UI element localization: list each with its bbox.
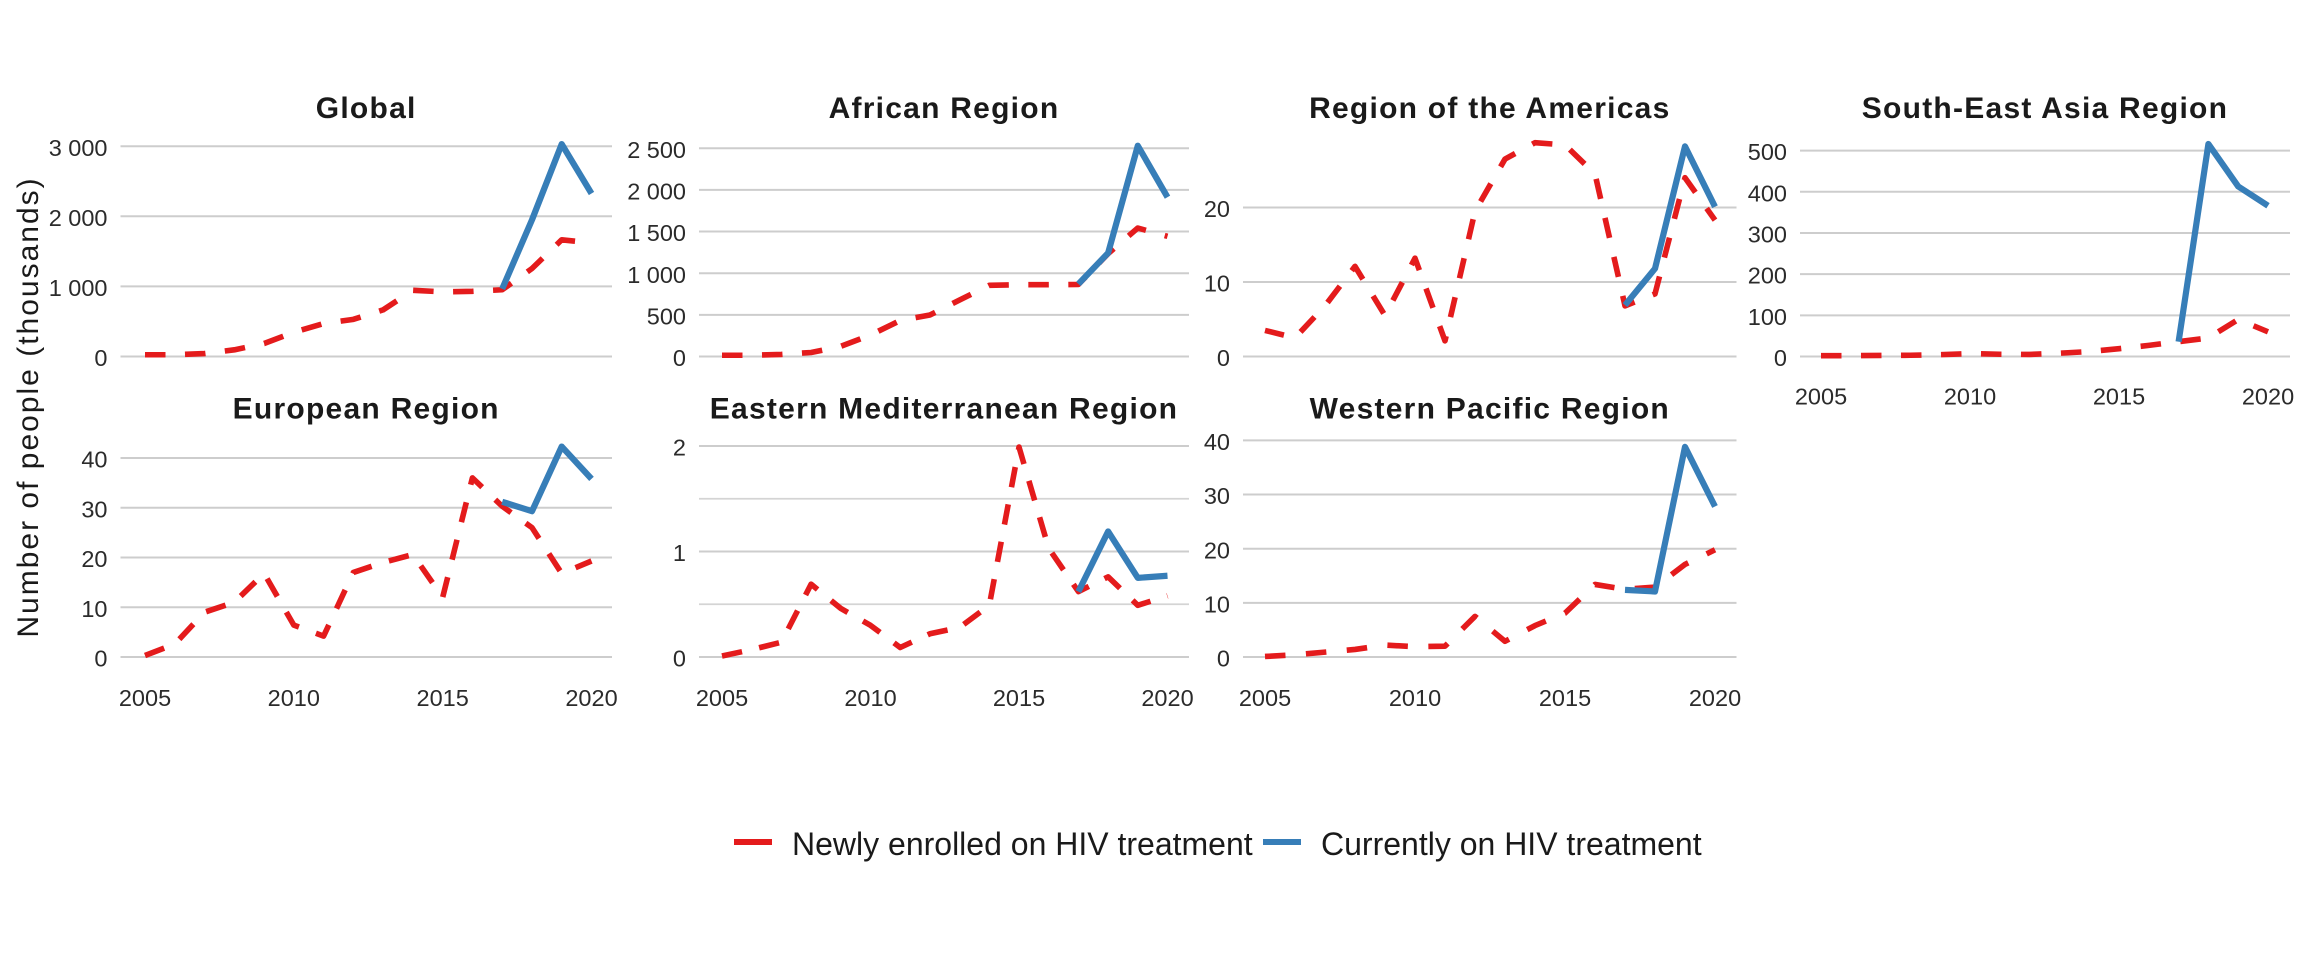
svg-text:African Region: African Region — [829, 92, 1060, 125]
svg-text:2 000: 2 000 — [49, 205, 108, 231]
svg-text:Region of the Americas: Region of the Americas — [1309, 92, 1670, 125]
svg-text:2015: 2015 — [993, 685, 1045, 711]
svg-text:0: 0 — [94, 646, 107, 672]
svg-text:2: 2 — [673, 435, 686, 461]
svg-text:2020: 2020 — [1141, 685, 1193, 711]
svg-text:40: 40 — [81, 447, 107, 473]
svg-text:2010: 2010 — [268, 685, 320, 711]
svg-text:20: 20 — [1204, 537, 1230, 563]
svg-text:500: 500 — [647, 303, 686, 329]
svg-text:100: 100 — [1748, 304, 1787, 330]
svg-text:0: 0 — [673, 646, 686, 672]
svg-text:10: 10 — [1204, 591, 1230, 617]
svg-text:30: 30 — [81, 496, 107, 522]
svg-text:Western Pacific Region: Western Pacific Region — [1310, 393, 1670, 426]
svg-text:40: 40 — [1204, 429, 1230, 455]
svg-text:2015: 2015 — [2093, 384, 2145, 410]
svg-text:0: 0 — [1774, 345, 1787, 371]
svg-text:0: 0 — [673, 345, 686, 371]
svg-text:2020: 2020 — [565, 685, 617, 711]
svg-text:2 500: 2 500 — [627, 137, 686, 163]
svg-text:2 000: 2 000 — [627, 179, 686, 205]
svg-text:20: 20 — [1204, 196, 1230, 222]
svg-text:1 000: 1 000 — [49, 275, 108, 301]
svg-text:2010: 2010 — [844, 685, 896, 711]
svg-text:1 500: 1 500 — [627, 220, 686, 246]
svg-text:400: 400 — [1748, 180, 1787, 206]
svg-text:2015: 2015 — [1539, 685, 1591, 711]
svg-text:10: 10 — [1204, 271, 1230, 297]
svg-text:2010: 2010 — [1389, 685, 1441, 711]
svg-text:2005: 2005 — [1795, 384, 1847, 410]
svg-text:European Region: European Region — [233, 393, 500, 426]
svg-text:2020: 2020 — [1689, 685, 1741, 711]
svg-text:3 000: 3 000 — [49, 135, 108, 161]
svg-text:2015: 2015 — [417, 685, 469, 711]
svg-text:500: 500 — [1748, 139, 1787, 165]
svg-text:2005: 2005 — [696, 685, 748, 711]
svg-text:0: 0 — [1217, 646, 1230, 672]
svg-text:Newly enrolled on HIV treatmen: Newly enrolled on HIV treatment — [792, 826, 1253, 862]
svg-text:Eastern Mediterranean Region: Eastern Mediterranean Region — [710, 393, 1178, 426]
svg-text:1: 1 — [673, 540, 686, 566]
svg-text:30: 30 — [1204, 483, 1230, 509]
svg-text:0: 0 — [1217, 345, 1230, 371]
svg-text:10: 10 — [81, 596, 107, 622]
svg-text:2005: 2005 — [119, 685, 171, 711]
svg-text:2005: 2005 — [1239, 685, 1291, 711]
svg-text:2020: 2020 — [2242, 384, 2294, 410]
svg-text:Number of people (thousands): Number of people (thousands) — [12, 176, 45, 637]
svg-text:0: 0 — [94, 345, 107, 371]
svg-text:Global: Global — [316, 92, 417, 125]
svg-text:2010: 2010 — [1944, 384, 1996, 410]
svg-text:Currently on HIV treatment: Currently on HIV treatment — [1321, 826, 1702, 862]
svg-text:South-East Asia Region: South-East Asia Region — [1862, 92, 2228, 125]
svg-text:1 000: 1 000 — [627, 262, 686, 288]
svg-text:300: 300 — [1748, 222, 1787, 248]
svg-text:20: 20 — [81, 546, 107, 572]
svg-text:200: 200 — [1748, 263, 1787, 289]
